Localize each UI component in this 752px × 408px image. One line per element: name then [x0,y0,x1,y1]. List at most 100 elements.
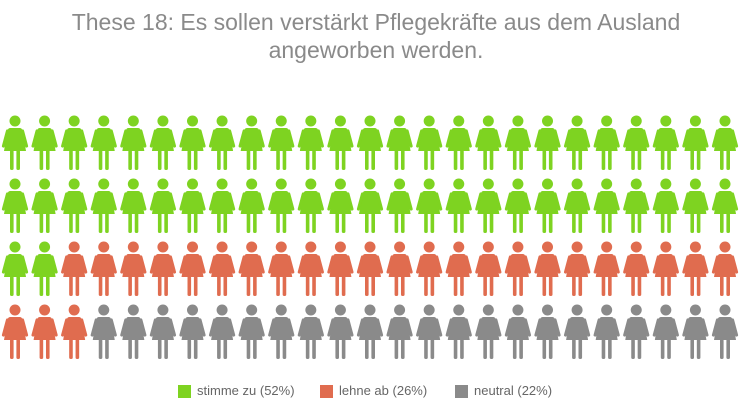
person-icon [652,115,679,170]
icon-head [512,178,524,190]
icon-leg [246,150,251,170]
icon-arms [268,192,295,211]
person-icon [149,178,177,233]
icon-dress [181,191,204,214]
icon-leg [548,150,553,170]
icon-arms [416,318,443,337]
icon-dress [388,191,411,214]
icon-leg [39,276,44,296]
icon-arms [297,318,324,337]
icon-dress [181,128,204,151]
icon-leg [601,150,606,170]
icon-leg [631,339,635,359]
icon-leg [69,276,73,296]
icon-leg [157,276,162,296]
legend-swatch [178,385,191,398]
icon-dress [506,254,529,277]
legend-name: neutral [474,383,514,398]
person-icon [179,304,206,359]
icon-arms [208,255,236,274]
icon-arms [327,255,354,274]
icon-leg [371,150,375,170]
icon-leg [105,339,109,359]
person-icon [61,304,88,359]
icon-dress [625,191,648,214]
icon-arms [652,318,679,337]
person-icon [297,115,324,170]
icon-leg [45,213,50,233]
icon-dress [477,191,500,214]
icon-leg [660,339,665,359]
icon-dress [270,128,293,151]
icon-leg [98,339,103,359]
icon-leg [394,276,399,296]
icon-arms [90,318,117,337]
icon-arms [593,318,620,337]
person-icon [445,178,472,233]
icon-arms [297,129,324,148]
icon-head [9,115,21,127]
icon-leg [276,150,280,170]
icon-dress [33,254,56,277]
legend-swatch [455,385,468,398]
icon-dress [240,254,263,277]
icon-leg [164,339,168,359]
person-icon [563,304,591,359]
icon-dress [536,254,559,277]
icon-leg [578,150,583,170]
icon-arms [504,255,532,274]
icon-leg [39,213,44,233]
icon-arms [208,129,236,148]
icon-arms [120,129,147,148]
icon-head [157,115,169,127]
icon-head [542,304,553,316]
icon-arms [534,129,561,148]
icon-head [275,115,287,127]
person-icon [31,241,58,296]
icon-head [157,241,169,253]
icon-leg [690,150,695,170]
icon-head [719,304,731,316]
icon-arms [61,129,88,148]
icon-dress [329,191,352,214]
icon-dress [122,254,145,277]
icon-leg [483,276,487,296]
icon-leg [660,150,665,170]
icon-leg [637,339,642,359]
icon-leg [424,150,428,170]
icon-leg [690,276,695,296]
icon-arms [475,129,502,148]
icon-head [246,115,258,127]
icon-head [187,115,198,127]
icon-leg [578,339,583,359]
icon-leg [365,276,369,296]
icon-arms [268,129,295,148]
icon-dress [4,128,26,151]
icon-head [423,304,435,316]
icon-arms [297,255,324,274]
icon-leg [542,276,547,296]
icon-leg [341,150,346,170]
person-icon [268,178,295,233]
icon-leg [105,276,109,296]
icon-leg [512,276,517,296]
person-icon [356,241,384,296]
icon-dress [595,191,618,214]
person-icon [61,241,88,296]
icon-head [719,241,731,253]
icon-leg [134,339,139,359]
icon-dress [595,254,618,277]
icon-leg [460,150,464,170]
person-icon [1,178,29,233]
person-icon [238,304,265,359]
icon-arms [711,318,739,337]
person-icon [711,178,739,233]
icon-leg [453,339,458,359]
icon-dress [151,191,174,214]
icon-head [512,304,524,316]
person-icon [534,241,561,296]
icon-dress [536,191,559,214]
icon-leg [637,150,642,170]
person-icon [623,115,650,170]
icon-arms [327,318,354,337]
